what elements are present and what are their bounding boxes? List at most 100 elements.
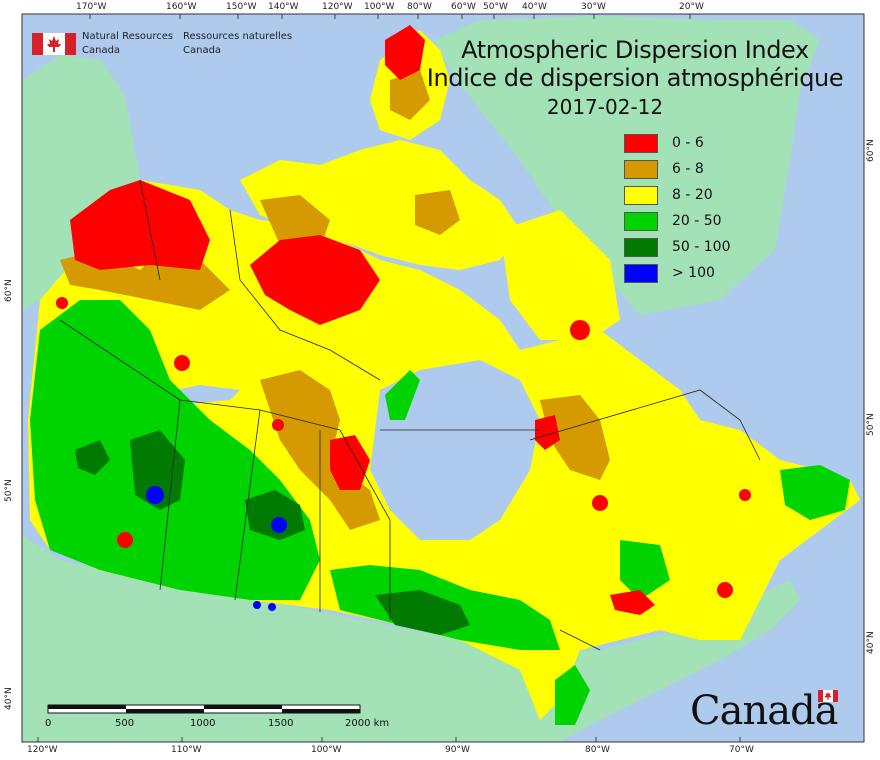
legend-item: > 100 [624, 264, 764, 290]
zone-over-100-alberta [146, 486, 164, 504]
zone-0-6-yukon [70, 180, 210, 270]
scale-tick-label: 500 [115, 718, 135, 729]
legend-label: 8 - 20 [672, 187, 713, 203]
graticule-right-label: 50°N [866, 413, 876, 436]
zone-50-100-coast [75, 440, 110, 475]
zone-0-6-east [592, 495, 608, 511]
legend-swatch [624, 186, 658, 205]
agency-name-en-line2: Canada [82, 45, 121, 56]
agency-name-fr-line1: Ressources naturelles [183, 31, 293, 42]
zone-0-6-quebec-east [610, 590, 655, 615]
legend-item: 50 - 100 [624, 238, 764, 264]
zone-20-50-quebec [620, 540, 670, 600]
zone-50-100-bc [130, 430, 185, 510]
wordmark-flag-icon [818, 690, 838, 702]
graticule-bottom-label: 90°W [445, 745, 470, 755]
provincial-borders [59, 179, 761, 651]
legend-label: 0 - 6 [672, 135, 704, 151]
zone-0-6-victoria [250, 235, 380, 325]
graticule-top-label: 60°W [451, 2, 476, 12]
graticule-top-label: 140°W [268, 2, 299, 12]
graticule-left-label: 60°N [4, 279, 14, 302]
graticule-left-label: 40°N [4, 687, 14, 710]
agency-name-en-line1: Natural Resources [82, 31, 174, 42]
canada-wordmark: Canada [690, 688, 860, 734]
zone-0-6-bc [117, 532, 133, 548]
legend-swatch [624, 238, 658, 257]
legend-item: 8 - 20 [624, 186, 764, 212]
graticule-bottom-label: 100°W [311, 745, 342, 755]
graticule-top-label: 30°W [581, 2, 606, 12]
wordmark-text: Canada [690, 688, 839, 734]
zone-0-6-labrador [535, 415, 560, 450]
graticule-top-label: 120°W [322, 2, 353, 12]
legend: 0 - 6 6 - 8 8 - 20 20 - 50 50 - 100 > 10… [624, 134, 764, 290]
alaska-land [22, 55, 140, 310]
legend-label: 20 - 50 [672, 213, 722, 229]
graticule-bottom-label: 120°W [27, 745, 58, 755]
zone-over-100-border-1 [253, 601, 261, 609]
zone-20-50-newfoundland [780, 465, 850, 520]
legend-swatch [624, 160, 658, 179]
map-border [21, 13, 865, 743]
zone-20-50-east-hudson [385, 370, 420, 420]
usa-land [22, 535, 800, 742]
legend-swatch [624, 212, 658, 231]
legend-label: > 100 [672, 265, 715, 281]
scale-tick-label: 1500 [268, 718, 294, 729]
agency-name-fr-line2: Canada [183, 45, 222, 56]
zone-0-6-nwt [174, 355, 190, 371]
baffin-island [500, 210, 620, 340]
agency-signature: Natural Resources Canada Ressources natu… [30, 30, 320, 60]
graticule-top-label: 40°W [522, 2, 547, 12]
scale-tick-label: 0 [45, 718, 52, 729]
hudson-bay [370, 360, 540, 540]
zone-over-100-border-2 [268, 603, 276, 611]
scale-tick-label: 1000 [190, 718, 216, 729]
title-en: Atmospheric Dispersion Index [461, 36, 809, 64]
graticule-top-label: 20°W [679, 2, 704, 12]
legend-swatch [624, 264, 658, 283]
agency-name-fr: Ressources naturelles Canada [183, 30, 292, 58]
zone-50-100-sask [245, 490, 305, 540]
graticule-top-label: 100°W [364, 2, 395, 12]
zone-6-8-ellesmere [390, 70, 430, 120]
zone-6-8-baffin [415, 190, 460, 235]
graticule-top-label: 170°W [76, 2, 107, 12]
zone-20-50-southeast [555, 665, 590, 725]
zone-0-6-nunavut [330, 435, 370, 490]
legend-label: 6 - 8 [672, 161, 704, 177]
graticule-left-label: 50°N [4, 479, 14, 502]
zone-0-6-baffin [570, 320, 590, 340]
zone-0-6-mb [272, 419, 284, 431]
graticule-top-label: 150°W [226, 2, 257, 12]
title-fr: Indice de dispersion atmosphérique [426, 64, 844, 92]
legend-item: 0 - 6 [624, 134, 764, 160]
legend-item: 20 - 50 [624, 212, 764, 238]
legend-item: 6 - 8 [624, 160, 764, 186]
zone-0-6-nw [56, 297, 68, 309]
title-date: 2017-02-12 [546, 95, 664, 119]
zone-over-100-sask [271, 517, 287, 533]
canada-flag-icon [32, 33, 76, 55]
graticule-top-label: 160°W [166, 2, 197, 12]
zone-0-6-ellesmere [385, 25, 425, 80]
graticule-bottom-label: 80°W [585, 745, 610, 755]
graticule-bottom-label: 110°W [171, 745, 202, 755]
legend-swatch [624, 134, 658, 153]
scale-tick-label: 2000 km [345, 718, 390, 729]
scale-bar-graphic [47, 704, 361, 714]
zone-0-6-nb [717, 582, 733, 598]
graticule-top-label: 80°W [407, 2, 432, 12]
graticule-right-label: 60°N [866, 139, 876, 162]
graticule-bottom-label: 70°W [729, 745, 754, 755]
scale-bar: 0 500 1000 1500 2000 km [40, 700, 400, 734]
graticule-ticks [37, 14, 741, 742]
graticule-top-label: 50°W [483, 2, 508, 12]
zone-6-8-quebec [540, 395, 610, 480]
zone-50-100-ontario [375, 590, 470, 635]
map-title: Atmospheric Dispersion Index Indice de d… [400, 36, 870, 122]
zone-0-6-ns [739, 489, 751, 501]
